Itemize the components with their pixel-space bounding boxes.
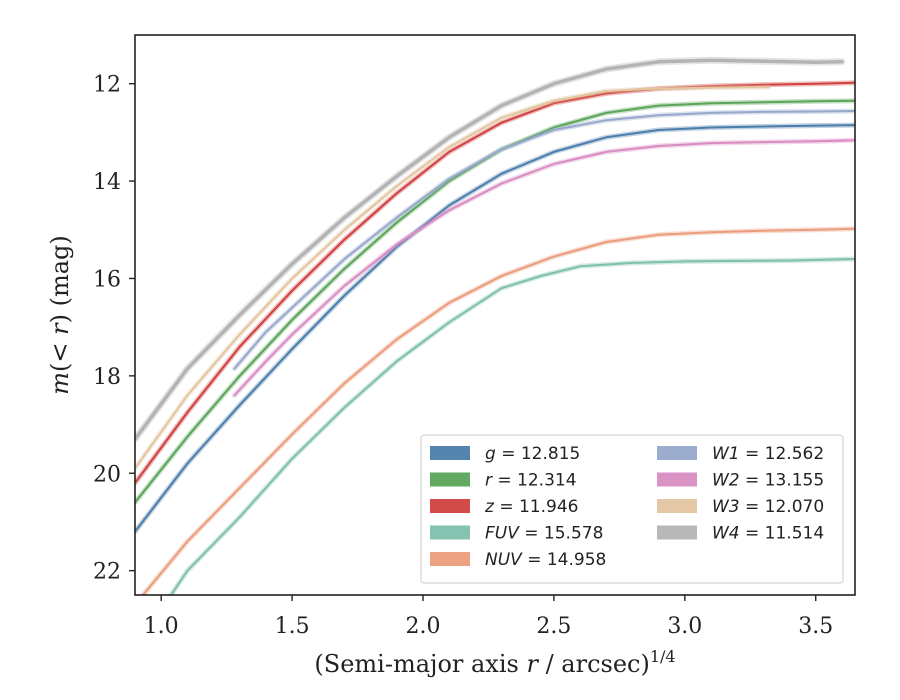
legend-swatch-w1 xyxy=(657,446,697,460)
series-line-w1 xyxy=(233,110,855,370)
x-tick-label: 2.5 xyxy=(536,614,571,639)
legend-swatch-w2 xyxy=(657,472,697,487)
series-line-w2 xyxy=(233,139,855,397)
legend-label-g: g = 12.815 xyxy=(485,444,580,464)
series-line-w3 xyxy=(135,86,770,470)
legend-label-w3: W3 = 12.070 xyxy=(712,497,824,517)
legend-swatch-w4 xyxy=(657,525,697,540)
y-tick-label: 16 xyxy=(93,267,121,292)
x-tick-label: 1.0 xyxy=(144,614,179,639)
legend-label-nuv: NUV = 14.958 xyxy=(485,550,606,570)
legend-swatch-w3 xyxy=(657,499,697,513)
y-tick-label: 22 xyxy=(93,560,121,585)
y-axis-label: m(< r) (mag) xyxy=(46,235,74,395)
series-line-g xyxy=(135,124,855,533)
y-tick-label: 14 xyxy=(93,170,121,195)
legend-box xyxy=(420,434,844,584)
x-tick-label: 1.5 xyxy=(275,614,310,639)
series-line-nuv xyxy=(141,227,855,595)
legend-swatch-g xyxy=(430,446,470,460)
x-tick-label: 3.0 xyxy=(667,614,702,639)
legend-label-w2: W2 = 13.155 xyxy=(712,471,824,491)
legend-swatch-z xyxy=(430,499,470,513)
x-tick-label: 2.0 xyxy=(406,614,441,639)
series-line-z xyxy=(135,81,855,484)
legend-label-w4: W4 = 11.514 xyxy=(712,524,824,544)
series-line-w4 xyxy=(135,58,844,441)
y-tick-label: 12 xyxy=(93,73,121,98)
legend-label-fuv: FUV = 15.578 xyxy=(485,524,603,544)
plot-frame xyxy=(134,34,856,596)
legend-label-z: z = 11.946 xyxy=(484,497,578,517)
legend-label-r: r = 12.314 xyxy=(485,471,577,491)
x-tick-label: 3.5 xyxy=(798,614,833,639)
legend: g = 12.815 r = 12.314 z = 11.946 FUV = 15.5… xyxy=(420,434,844,584)
legend-swatch-r xyxy=(430,472,470,487)
x-axis-label: (Semi-major axis r / arcsec)1/4 xyxy=(314,647,675,678)
legend-label-w1: W1 = 12.562 xyxy=(712,444,824,464)
series-line-fuv xyxy=(169,258,855,595)
plot-area xyxy=(135,56,855,595)
legend-swatch-nuv xyxy=(430,552,470,566)
legend-swatch-fuv xyxy=(430,525,470,540)
y-tick-label: 18 xyxy=(93,365,121,390)
y-tick-label: 20 xyxy=(93,462,121,487)
axis-ticks: 1.0 1.5 2.0 2.5 3.0 3.5 12 14 16 18 20 22 xyxy=(93,73,833,639)
